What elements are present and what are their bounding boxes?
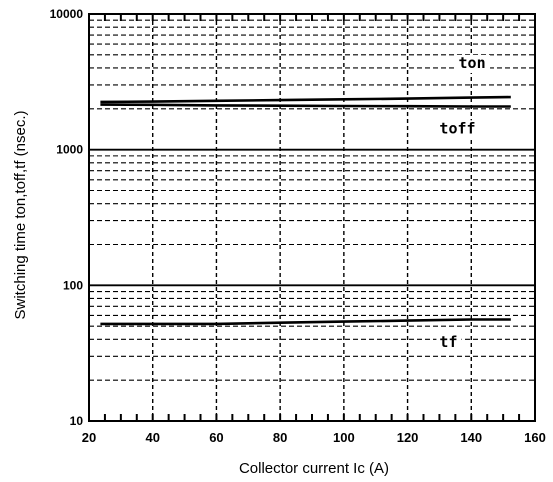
x-tick-label: 40 bbox=[145, 430, 159, 445]
plot-frame bbox=[88, 13, 536, 422]
series-line-toff bbox=[100, 103, 511, 108]
series-lines bbox=[100, 95, 511, 326]
tick-marks bbox=[103, 14, 521, 421]
series-label-bg bbox=[436, 334, 462, 353]
y-axis-label: Switching time ton,toff,tf (nsec.) bbox=[12, 111, 29, 320]
y-tick-labels: 10 100 1000 10000 bbox=[50, 7, 84, 428]
x-tick-labels: 20 40 60 80 100 120 140 160 bbox=[82, 430, 546, 445]
y-tick-label: 10 bbox=[70, 414, 84, 428]
series-labels: ton toff tf bbox=[436, 54, 491, 353]
x-tick-label: 120 bbox=[397, 430, 419, 445]
series-label-toff: toff bbox=[439, 119, 475, 137]
series-line-ton bbox=[100, 95, 511, 104]
x-axis-label: Collector current Ic (A) bbox=[239, 460, 389, 477]
grid bbox=[89, 14, 535, 421]
y-tick-label: 1000 bbox=[56, 143, 83, 157]
series-label-ton: ton bbox=[459, 54, 486, 72]
series-label-bg bbox=[436, 120, 481, 139]
x-tick-label: 60 bbox=[209, 430, 223, 445]
x-tick-label: 140 bbox=[460, 430, 482, 445]
x-tick-label: 20 bbox=[82, 430, 96, 445]
x-tick-label: 100 bbox=[333, 430, 355, 445]
x-tick-label: 80 bbox=[273, 430, 287, 445]
y-tick-label: 100 bbox=[63, 278, 83, 292]
x-tick-label: 160 bbox=[524, 430, 546, 445]
series-label-tf: tf bbox=[439, 333, 457, 351]
y-tick-label: 10000 bbox=[50, 7, 84, 21]
series-line-tf bbox=[100, 318, 511, 326]
series-label-bg bbox=[455, 54, 491, 73]
